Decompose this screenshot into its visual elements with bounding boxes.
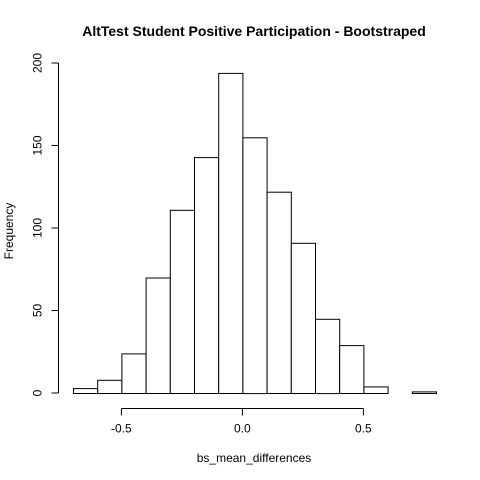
histogram-bar — [169, 209, 196, 394]
y-tick-label: 150 — [31, 135, 45, 155]
histogram-bar — [315, 318, 341, 395]
histogram-bar — [145, 277, 171, 394]
histogram-bar — [363, 386, 389, 394]
histogram-bar — [290, 242, 316, 394]
histogram-bar — [266, 191, 292, 394]
x-tick-label: 0.0 — [234, 422, 251, 436]
y-tick-label: 0 — [31, 389, 45, 396]
histogram-bar — [194, 157, 220, 394]
x-axis: -0.5 0.0 0.5 — [111, 408, 372, 436]
histogram-bar — [121, 353, 147, 394]
histogram-bar — [339, 345, 365, 395]
chart-title: AltTest Student Positive Participation -… — [82, 23, 426, 39]
histogram-bar — [411, 391, 437, 394]
y-tick-label: 200 — [31, 53, 45, 73]
x-axis-label: bs_mean_differences — [197, 451, 312, 465]
x-tick-label: -0.5 — [111, 422, 132, 436]
histogram-bars — [73, 72, 437, 395]
y-tick-label: 100 — [31, 218, 45, 238]
x-tick-label: 0.5 — [355, 422, 372, 436]
histogram-bar — [73, 388, 99, 395]
histogram-bar — [97, 379, 123, 394]
histogram-bar — [242, 137, 268, 395]
y-axis: 0 50 100 150 200 — [31, 53, 59, 396]
histogram-bar — [218, 72, 244, 395]
y-axis-label: Frequency — [2, 203, 16, 260]
y-tick-label: 50 — [31, 304, 45, 318]
